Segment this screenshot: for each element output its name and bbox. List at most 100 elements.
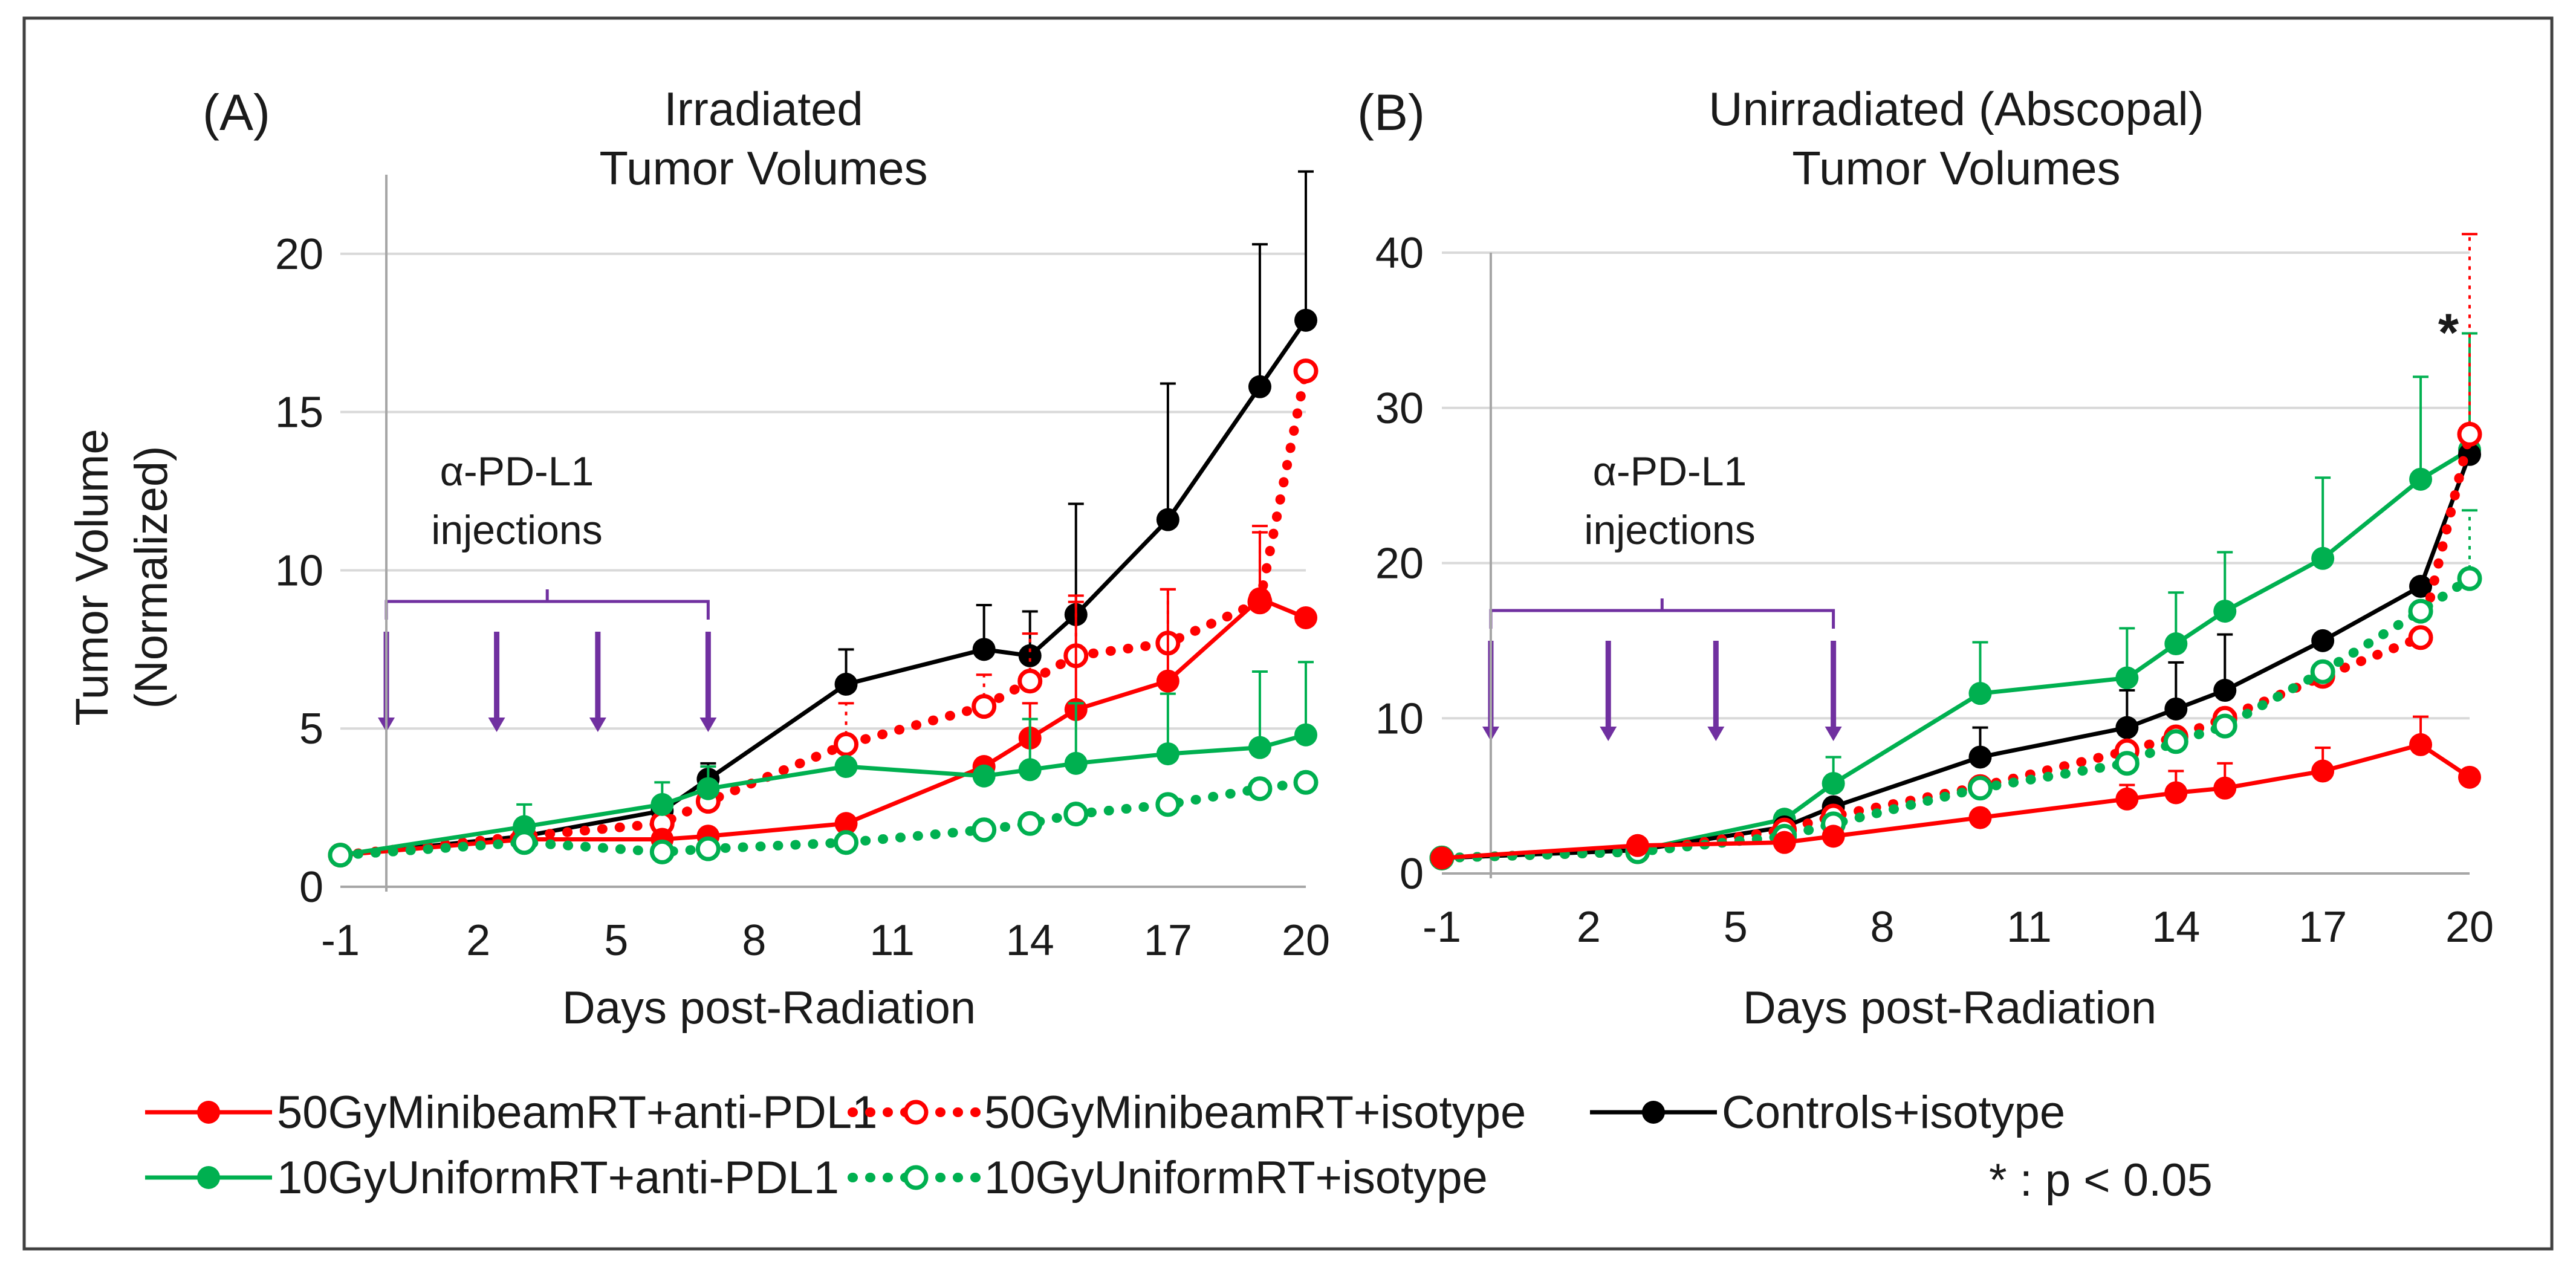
legend-item-controls-isotype: Controls+isotype <box>1590 1087 2065 1138</box>
panel-b-10gyuniformrt-isotype-point-20 <box>2457 566 2482 591</box>
panel-a-10gyuniformrt-isotype-series <box>328 770 1319 868</box>
panel-b-axes <box>1442 253 2470 878</box>
panel-a-title-line2: Tumor Volumes <box>599 141 927 195</box>
figure-frame <box>22 16 2554 1251</box>
panel-a-y-tick-0: 0 <box>299 863 323 912</box>
legend-item-50gyminibeamrt-anti-pdl1: 50GyMinibeamRT+anti-PDL1 <box>145 1087 877 1138</box>
panel-b-controls-isotype-point-19 <box>2409 575 2433 598</box>
panel-a-x-tick-2: 2 <box>466 916 490 965</box>
legend-item-50gyminibeamrt-isotype: 50GyMinibeamRT+isotype <box>848 1087 1526 1138</box>
panel-a: α-PD-L1 injections 0 5 10 15 20 -1 2 5 8 11 14 17 20… <box>67 82 1330 1034</box>
panel-a-axes <box>340 175 1306 892</box>
panel-b-y-tick-20: 20 <box>1375 540 1424 588</box>
panel-b-x-tick-2: 2 <box>1577 903 1601 951</box>
panel-a-10gyuniformrt-isotype-point-14 <box>1017 811 1043 836</box>
panel-b-50gyminibeamrt-anti-pdl1-point-14 <box>2164 781 2188 805</box>
panel-b-controls-isotype-point-14 <box>2164 697 2188 721</box>
panel-a-10gyuniformrt-isotype-point-17 <box>1155 792 1181 817</box>
panel-a-controls-isotype-point-13 <box>972 638 996 661</box>
panel-b-50gyminibeamrt-anti-pdl1-point-7 <box>1822 825 1845 848</box>
panel-b-ticks: 0 10 20 30 40 -1 2 5 8 11 14 17 20 <box>1375 229 2494 951</box>
panel-b-controls-isotype-point-17 <box>2311 629 2335 652</box>
panel-b-x-tick-20: 20 <box>2445 903 2494 951</box>
panel-b-title-line1: Unirradiated (Abscopal) <box>1708 82 2204 135</box>
panel-a-injection-arrowhead-3 <box>699 718 717 732</box>
panel-a-x-tick-8: 8 <box>742 916 766 965</box>
panel-a-50gyminibeamrt-isotype-point-13 <box>972 694 997 719</box>
panel-b-x-tick-8: 8 <box>1870 903 1895 951</box>
panel-a-10gyuniformrt-anti-pdl1-point-19 <box>1248 736 1271 759</box>
panel-b-10gyuniformrt-anti-pdl1-point-7 <box>1822 772 1845 796</box>
panel-b-10gyuniformrt-anti-pdl1-point-14 <box>2164 632 2188 656</box>
panel-b-injection-bracket <box>1489 609 1835 629</box>
panel-a-50gyminibeamrt-anti-pdl1-point-17 <box>1156 669 1179 693</box>
panel-b-x-tick-17: 17 <box>2299 903 2347 951</box>
panel-a-controls-isotype-line <box>340 319 1308 858</box>
panel-a-x-tick-14: 14 <box>1006 916 1054 965</box>
panel-b-title-line2: Tumor Volumes <box>1792 141 2120 195</box>
panel-b-50gyminibeamrt-anti-pdl1-point-20 <box>2458 765 2481 789</box>
significance-note: * : p < 0.05 <box>1989 1155 2213 1206</box>
panel-b: α-PD-L1 injections 0 10 20 30 40 -1 2 5 8 11 14 17 2… <box>1357 82 2494 1034</box>
panel-a-x-axis-title: Days post-Radiation <box>562 982 976 1034</box>
panel-a-y-axis-title-line2: (Normalized) <box>126 446 177 709</box>
panel-b-y-tick-30: 30 <box>1375 384 1424 433</box>
legend-item-50gyminibeamrt-anti-pdl1-label: 50GyMinibeamRT+anti-PDL1 <box>277 1087 877 1138</box>
legend-item-50gyminibeamrt-isotype-swatch-marker <box>903 1100 929 1125</box>
panel-b-10gyuniformrt-isotype-point-10 <box>1967 776 1993 801</box>
panel-a-50gyminibeamrt-anti-pdl1-point-19 <box>1248 587 1271 611</box>
panel-b-injection-arrowhead-3 <box>1825 727 1842 741</box>
panel-b-50gyminibeamrt-anti-pdl1-point-13 <box>2115 787 2139 811</box>
panel-b-10gyuniformrt-anti-pdl1-series <box>1430 332 2481 870</box>
panel-b-x-tick-5: 5 <box>1724 903 1748 951</box>
panel-b-10gyuniformrt-isotype-point-13 <box>2114 751 2140 776</box>
panel-b-50gyminibeamrt-isotype-point-20 <box>2457 421 2482 447</box>
panel-a-y-tick-10: 10 <box>275 546 323 595</box>
panel-b-x-tick-11: 11 <box>2007 903 2052 951</box>
panel-b-10gyuniformrt-isotype-point-14 <box>2163 729 2188 754</box>
panel-b-controls-isotype-point-13 <box>2115 716 2139 739</box>
panel-a-controls-isotype-point-14 <box>1018 644 1042 667</box>
panel-b-50gyminibeamrt-anti-pdl1-point-6 <box>1773 831 1796 854</box>
panel-b-10gyuniformrt-anti-pdl1-point-10 <box>1968 682 1992 705</box>
panel-b-controls-isotype-point-15 <box>2213 679 2237 702</box>
panel-a-injection-arrowhead-2 <box>589 718 606 732</box>
panel-a-injection-label-line1: α-PD-L1 <box>440 449 594 494</box>
panel-b-50gyminibeamrt-anti-pdl1-series <box>1430 715 2481 870</box>
panel-a-injection-arrowhead-1 <box>488 718 505 732</box>
legend: 50GyMinibeamRT+anti-PDL1 50GyMinibeamRT+i… <box>145 1087 2065 1204</box>
panel-a-x-tick-11: 11 <box>869 916 915 965</box>
panel-a-50gyminibeamrt-anti-pdl1-point-20 <box>1294 606 1317 629</box>
legend-item-10gyuniformrt-anti-pdl1: 10GyUniformRT+anti-PDL1 <box>145 1152 839 1204</box>
panel-a-ticks: 0 5 10 15 20 -1 2 5 8 11 14 17 20 <box>275 230 1330 965</box>
legend-item-10gyuniformrt-isotype: 10GyUniformRT+isotype <box>848 1152 1488 1204</box>
panel-a-10gyuniformrt-isotype-point-7 <box>695 836 721 861</box>
legend-item-10gyuniformrt-isotype-label: 10GyUniformRT+isotype <box>984 1152 1488 1204</box>
panel-a-controls-isotype-point-17 <box>1156 508 1179 531</box>
panel-b-50gyminibeamrt-anti-pdl1-point-3 <box>1626 834 1649 857</box>
panel-a-controls-isotype-point-20 <box>1294 308 1317 332</box>
panel-a-10gyuniformrt-anti-pdl1-point-6 <box>650 792 674 816</box>
panel-a-50gyminibeamrt-isotype-line <box>336 366 1311 860</box>
legend-item-controls-isotype-swatch-marker <box>1642 1101 1665 1124</box>
legend-item-controls-isotype-label: Controls+isotype <box>1722 1087 2065 1138</box>
panel-b-x-axis-title: Days post-Radiation <box>1743 982 2156 1034</box>
panel-a-controls-isotype-point-19 <box>1248 375 1271 398</box>
legend-item-10gyuniformrt-anti-pdl1-label: 10GyUniformRT+anti-PDL1 <box>277 1152 839 1204</box>
panel-b-50gyminibeamrt-anti-pdl1-point-17 <box>2311 759 2335 783</box>
panel-a-y-tick-15: 15 <box>275 389 323 437</box>
panel-b-50gyminibeamrt-isotype-line <box>1437 429 2474 863</box>
panel-b-injection-label-line2: injections <box>1584 507 1756 553</box>
panel-a-50gyminibeamrt-anti-pdl1-point-10 <box>834 812 858 835</box>
panel-a-x-tick-20: 20 <box>1282 916 1330 965</box>
panel-a-10gyuniformrt-isotype-point-10 <box>834 830 859 855</box>
panel-a-10gyuniformrt-anti-pdl1-point-7 <box>696 777 720 800</box>
legend-item-50gyminibeamrt-anti-pdl1-swatch-marker <box>197 1101 220 1124</box>
panel-a-10gyuniformrt-anti-pdl1-point-20 <box>1294 723 1317 747</box>
panel-b-y-tick-0: 0 <box>1400 850 1424 898</box>
panel-a-injection-label-line2: injections <box>431 507 603 553</box>
panel-a-10gyuniformrt-anti-pdl1-point-10 <box>834 755 858 779</box>
panel-a-controls-isotype-point-10 <box>834 672 858 696</box>
panel-a-plot <box>328 170 1319 868</box>
panel-a-grid <box>340 252 1306 730</box>
